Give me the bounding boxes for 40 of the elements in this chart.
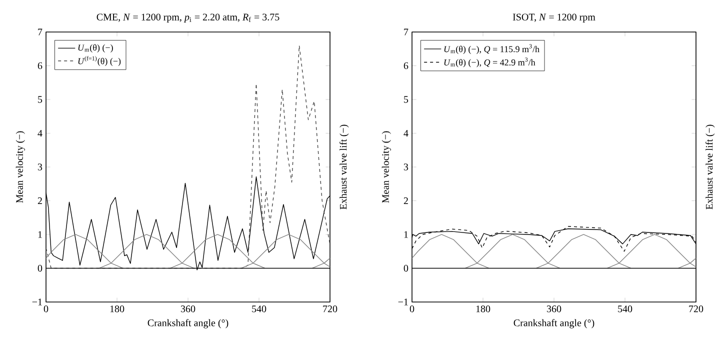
y-tick-label: 7 [38, 28, 42, 36]
y-tick-label: 4 [38, 130, 42, 137]
chart-title: ISOT, N = 1200 rpm [512, 14, 596, 22]
x-axis-title: Crankshaft angle (°) [514, 319, 594, 328]
legend-label: U$^{(f=1)}$(θ) (−) [78, 56, 121, 66]
y-tick-label: 0 [404, 264, 408, 272]
x-tick-label: 0 [410, 306, 414, 312]
legend-label: U$_{m}$(θ) (−) [78, 44, 113, 53]
y-axis-title: Mean velocity (−) [16, 131, 25, 203]
x-tick-label: 0 [44, 306, 48, 312]
y-tick-label: 2 [38, 197, 42, 204]
y-tick-label: 2 [404, 197, 408, 204]
y-tick-label: 5 [38, 96, 42, 103]
y-tick-label: 7 [404, 28, 408, 36]
chart-title: CME, N = 1200 rpm, p$_{i}$ = 2.20 atm, R$_{f}$ = 3.75 [96, 14, 280, 22]
x-tick-label: 360 [546, 306, 562, 312]
legend-label: U$_{m}$(θ) (−), Q = 115.9 m$^{3}$/h [444, 44, 540, 54]
y-tick-label: 3 [38, 164, 42, 170]
x-tick-label: 720 [323, 306, 338, 312]
y-tick-label: 6 [38, 62, 42, 70]
y-tick-label: 4 [404, 130, 408, 137]
y-tick-label: 6 [404, 62, 408, 70]
y-tick-label: −1 [32, 298, 42, 306]
x-tick-label: 180 [110, 306, 124, 312]
y2-axis-title: Exhaust valve lift (−) [340, 124, 349, 210]
legend-label: U$_{m}$(θ) (−), Q = 42.9 m$^{3}$/h [444, 58, 536, 68]
y-tick-label: −1 [398, 298, 408, 306]
y2-axis-title: Exhaust valve lift (−) [706, 124, 715, 210]
y-tick-label: 1 [38, 231, 42, 238]
x-axis-title: Crankshaft angle (°) [148, 319, 228, 328]
y-tick-label: 5 [404, 96, 408, 103]
y-tick-label: 1 [404, 231, 408, 238]
x-tick-label: 540 [618, 306, 632, 312]
y-tick-label: 0 [38, 264, 42, 272]
y-tick-label: 3 [404, 164, 408, 170]
x-tick-label: 720 [689, 306, 704, 312]
x-tick-label: 540 [252, 306, 266, 312]
x-tick-label: 360 [180, 306, 196, 312]
y-axis-title: Mean velocity (−) [382, 131, 391, 203]
x-tick-label: 180 [476, 306, 490, 312]
